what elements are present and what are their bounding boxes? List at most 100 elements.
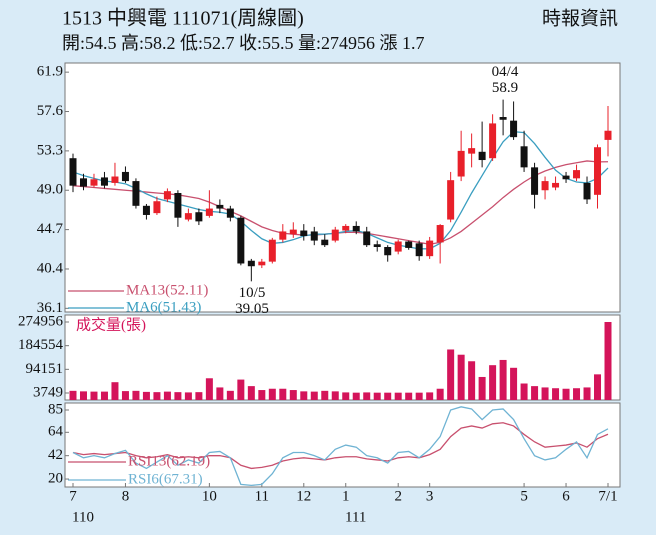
y-tick-label: 3749 bbox=[33, 384, 63, 400]
volume-bar bbox=[69, 390, 77, 400]
x-tick-label: 3 bbox=[426, 488, 434, 504]
y-tick-label: 20 bbox=[48, 470, 63, 486]
volume-bar bbox=[541, 387, 549, 400]
candle-body bbox=[363, 231, 371, 246]
y-tick-label: 36.1 bbox=[37, 300, 63, 316]
annotation-date: 04/4 bbox=[492, 64, 519, 80]
x-tick-label: 1 bbox=[342, 488, 350, 504]
volume-bar bbox=[153, 392, 161, 400]
volume-bar bbox=[195, 392, 203, 400]
candle-body bbox=[111, 176, 119, 183]
candle-body bbox=[520, 146, 528, 168]
volume-bar bbox=[163, 391, 171, 400]
candle-body bbox=[300, 230, 308, 237]
candle-body bbox=[573, 170, 581, 179]
candle-body bbox=[258, 261, 266, 266]
volume-bar bbox=[184, 392, 192, 400]
volume-bar bbox=[258, 390, 266, 400]
candle-body bbox=[90, 179, 98, 186]
volume-bar bbox=[447, 349, 455, 400]
candle-body bbox=[237, 217, 245, 264]
candle-body bbox=[562, 175, 570, 180]
y-tick-label: 94151 bbox=[26, 361, 64, 377]
volume-bar bbox=[510, 367, 518, 400]
volume-bar bbox=[499, 359, 507, 400]
volume-bar bbox=[562, 388, 570, 400]
candle-body bbox=[594, 147, 602, 195]
volume-bar bbox=[237, 379, 245, 400]
volume-title: 成交量(張) bbox=[76, 315, 146, 333]
annotation-value: 39.05 bbox=[235, 301, 269, 317]
volume-bar bbox=[531, 386, 539, 400]
candle-body bbox=[321, 239, 329, 246]
y-tick-label: 57.6 bbox=[37, 103, 64, 119]
candle-body bbox=[352, 225, 360, 232]
volume-bar bbox=[321, 390, 329, 400]
volume-bar bbox=[216, 387, 224, 400]
source: 時報資訊 bbox=[542, 7, 618, 29]
candle-body bbox=[457, 150, 465, 177]
volume-bar bbox=[79, 391, 87, 400]
volume-bar bbox=[289, 390, 297, 400]
x-tick-label: 8 bbox=[122, 488, 130, 504]
legend-label: MA6(51.43) bbox=[126, 299, 201, 315]
candle-body bbox=[163, 191, 171, 200]
candle-body bbox=[384, 247, 392, 256]
y-tick-label: 44.7 bbox=[37, 221, 64, 237]
volume-bar bbox=[226, 390, 234, 400]
volume-bar bbox=[489, 365, 497, 400]
info: 開:54.5 高:58.2 低:52.7 收:55.5 量:274956 漲 1… bbox=[62, 33, 425, 53]
candle-body bbox=[153, 201, 161, 214]
candle-body bbox=[510, 120, 518, 138]
legend-label: RSI6(67.31) bbox=[128, 471, 203, 487]
volume-bar bbox=[90, 391, 98, 400]
y-tick-label: 64 bbox=[48, 424, 64, 440]
candle-body bbox=[531, 167, 539, 195]
candle-body bbox=[79, 178, 87, 187]
candle-body bbox=[268, 239, 276, 262]
x-tick-label: 7/1 bbox=[598, 488, 617, 504]
volume-bar bbox=[174, 392, 182, 400]
x-year-label: 110 bbox=[72, 509, 94, 525]
x-tick-label: 7 bbox=[69, 488, 77, 504]
chart-title: 1513 中興電 111071(周線圖) bbox=[62, 7, 304, 30]
y-tick-label: 40.4 bbox=[37, 260, 64, 276]
x-tick-label: 5 bbox=[520, 488, 528, 504]
volume-bar bbox=[468, 361, 476, 400]
volume-bar bbox=[478, 376, 486, 400]
volume-bar bbox=[394, 392, 402, 400]
volume-bar bbox=[520, 383, 528, 400]
annotation-date: 10/5 bbox=[239, 285, 266, 301]
candle-body bbox=[226, 208, 234, 218]
volume-bar bbox=[121, 391, 129, 400]
y-tick-label: 53.3 bbox=[37, 142, 63, 158]
candle-body bbox=[426, 240, 434, 257]
candle-body bbox=[541, 181, 549, 191]
volume-bar bbox=[100, 391, 108, 400]
candle-body bbox=[342, 225, 350, 231]
volume-bar bbox=[552, 388, 560, 400]
candle-body bbox=[100, 177, 108, 186]
volume-bar bbox=[310, 391, 318, 400]
candle-body bbox=[447, 180, 455, 220]
candle-body bbox=[121, 171, 129, 182]
candle-body bbox=[331, 229, 339, 241]
candle-body bbox=[583, 182, 591, 200]
volume-bar bbox=[352, 392, 360, 400]
volume-bar bbox=[405, 392, 413, 400]
volume-bar bbox=[111, 382, 119, 400]
volume-bar bbox=[142, 391, 150, 400]
candle-body bbox=[279, 231, 287, 240]
volume-bar bbox=[594, 374, 602, 400]
candle-body bbox=[373, 244, 381, 248]
candle-body bbox=[205, 208, 213, 216]
candle-body bbox=[69, 158, 77, 186]
legend-label: MA13(52.11) bbox=[126, 282, 208, 298]
y-tick-label: 61.9 bbox=[37, 64, 63, 80]
candle-body bbox=[405, 241, 413, 248]
candle-body bbox=[132, 181, 140, 206]
volume-bar bbox=[279, 388, 287, 400]
ma-line bbox=[72, 130, 609, 250]
candle-body bbox=[247, 260, 255, 267]
